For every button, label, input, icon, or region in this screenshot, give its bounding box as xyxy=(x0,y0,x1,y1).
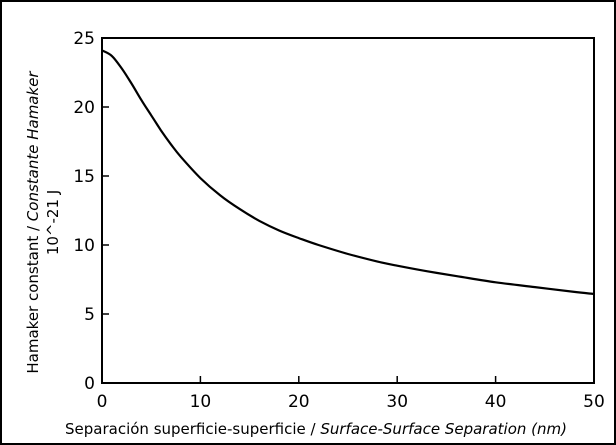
plot-area xyxy=(101,37,595,384)
y-axis-label-italic: Constante Hamaker xyxy=(24,71,42,222)
y-tick-label: 5 xyxy=(84,305,95,325)
y-tick-label: 10 xyxy=(73,236,95,256)
x-axis-label-italic: Surface-Surface Separation (nm) xyxy=(320,420,567,438)
y-tick-label: 20 xyxy=(73,98,95,118)
y-axis-label-main: Hamaker constant / xyxy=(24,221,42,373)
x-tick-label: 40 xyxy=(485,392,507,412)
y-axis-units: 10^-21 J xyxy=(44,190,62,255)
x-tick-label: 20 xyxy=(288,392,310,412)
series-line xyxy=(101,49,595,296)
y-tick-label: 15 xyxy=(73,167,95,187)
y-tick-label: 25 xyxy=(73,29,95,49)
y-axis-label: Hamaker constant / Constante Hamaker xyxy=(24,71,42,374)
y-axis-ticks: 0 5 10 15 20 25 xyxy=(73,29,109,394)
y-tick-label: 0 xyxy=(84,374,95,394)
x-axis-label-separator: / xyxy=(306,420,321,438)
x-tick-label: 50 xyxy=(583,392,605,412)
x-axis-label-main: Separación superficie-superficie xyxy=(65,420,306,438)
x-tick-label: 30 xyxy=(386,392,408,412)
x-tick-label: 10 xyxy=(190,392,212,412)
x-axis-label: Separación superficie-superficie / Surfa… xyxy=(65,420,567,438)
x-axis-ticks: 0 10 20 30 40 50 xyxy=(97,376,605,412)
x-tick-label: 0 xyxy=(97,392,108,412)
